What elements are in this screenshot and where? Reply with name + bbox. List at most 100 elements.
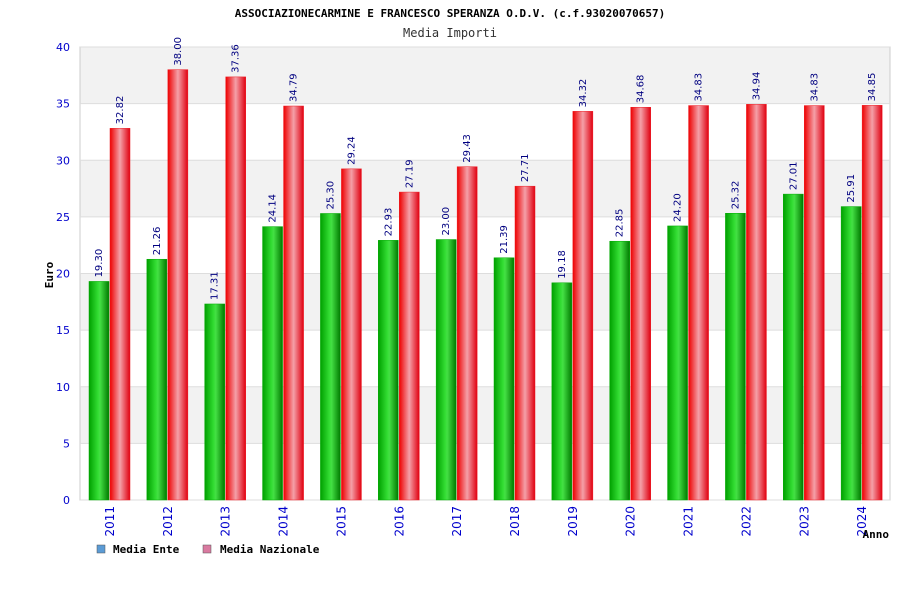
plot-band <box>80 330 890 387</box>
bar-media-ente <box>840 206 862 501</box>
x-tick-label: 2023 <box>797 506 811 537</box>
value-label-media-ente: 19.18 <box>557 250 568 279</box>
value-label-media-nazionale: 27.19 <box>404 159 415 188</box>
value-label-media-ente: 25.32 <box>730 181 741 210</box>
value-label-media-ente: 17.31 <box>210 271 221 300</box>
x-tick-label: 2015 <box>334 506 348 537</box>
value-label-media-nazionale: 32.82 <box>115 96 126 125</box>
chart-title: ASSOCIAZIONECARMINE E FRANCESCO SPERANZA… <box>235 7 665 20</box>
x-tick-label: 2021 <box>682 506 696 537</box>
y-tick-label: 5 <box>63 437 70 450</box>
x-tick-label: 2014 <box>277 506 291 537</box>
plot-band <box>80 160 890 217</box>
plot-band <box>80 47 890 104</box>
bar-media-ente <box>88 281 110 501</box>
bar-media-ente <box>783 193 804 501</box>
x-tick-label: 2024 <box>855 506 869 537</box>
value-label-media-ente: 22.93 <box>383 208 394 237</box>
legend: Media Ente Media Nazionale <box>96 543 320 556</box>
bar-media-ente <box>204 303 225 501</box>
value-label-media-nazionale: 34.83 <box>809 73 820 102</box>
value-label-media-nazionale: 38.00 <box>173 37 184 66</box>
x-tick-label: 2017 <box>450 506 464 537</box>
chart-subtitle: Media Importi <box>403 26 497 40</box>
legend-swatch-media-ente <box>96 544 106 554</box>
value-label-media-ente: 27.01 <box>788 161 799 190</box>
y-tick-label: 25 <box>56 211 70 224</box>
bar-media-nazionale <box>167 69 189 501</box>
value-label-media-nazionale: 34.85 <box>867 73 878 102</box>
y-axis-label: Euro <box>43 261 56 288</box>
x-tick-label: 2013 <box>219 506 233 537</box>
bar-media-nazionale <box>225 76 246 501</box>
bar-media-nazionale <box>804 105 825 501</box>
x-axis-label: Anno <box>863 528 890 541</box>
plot-band <box>80 273 890 331</box>
x-tick-label: 2016 <box>392 506 406 537</box>
value-label-media-ente: 22.85 <box>615 209 626 238</box>
bar-media-ente <box>146 258 168 501</box>
value-labels: 19.30 32.82 21.26 38.00 17.31 37.36 24.14 34.79… <box>94 37 878 300</box>
x-tick-label: 2011 <box>103 506 117 537</box>
bar-media-ente <box>320 213 341 501</box>
value-label-media-nazionale: 34.32 <box>578 79 589 108</box>
y-tick-label: 20 <box>56 268 70 281</box>
value-label-media-ente: 25.30 <box>325 181 336 210</box>
legend-swatch-media-nazionale <box>202 544 212 554</box>
plot-band <box>80 216 890 274</box>
bar-media-nazionale <box>688 105 709 501</box>
plot-band <box>80 103 890 161</box>
value-label-media-nazionale: 37.36 <box>231 44 242 73</box>
y-tick-label: 10 <box>56 381 70 394</box>
bar-media-ente <box>262 226 283 501</box>
x-tick-label: 2020 <box>624 506 638 537</box>
bar-media-ente <box>435 239 457 501</box>
value-label-media-ente: 21.26 <box>152 227 163 256</box>
bar-media-nazionale <box>572 111 594 501</box>
plot-band <box>80 443 890 500</box>
bar-media-ente <box>551 282 573 501</box>
bar-media-nazionale <box>341 168 362 501</box>
value-label-media-nazionale: 27.71 <box>520 154 531 183</box>
bar-media-ente <box>725 213 746 501</box>
value-label-media-ente: 23.00 <box>441 207 452 236</box>
bar-media-nazionale <box>861 105 883 501</box>
bar-media-ente <box>609 240 630 501</box>
y-tick-label: 40 <box>56 41 70 54</box>
bar-media-nazionale <box>109 128 131 501</box>
x-tick-label: 2022 <box>739 506 753 537</box>
x-axis-ticks: 2011 2012 2013 2014 2015 2016 2017 2018 2019 2020… <box>103 506 869 537</box>
bar-media-nazionale <box>283 105 304 501</box>
x-tick-label: 2012 <box>161 506 175 537</box>
x-tick-label: 2019 <box>566 506 580 537</box>
value-label-media-nazionale: 34.83 <box>694 73 705 102</box>
value-label-media-ente: 21.39 <box>499 225 510 254</box>
bar-media-nazionale <box>456 166 478 501</box>
value-label-media-ente: 24.20 <box>673 193 684 222</box>
y-axis-ticks: 0 5 10 15 20 25 30 35 40 <box>56 41 70 507</box>
value-label-media-ente: 25.91 <box>846 174 857 203</box>
value-label-media-ente: 19.30 <box>94 249 105 278</box>
value-label-media-nazionale: 34.68 <box>636 75 647 104</box>
bar-media-ente <box>667 225 688 501</box>
bar-media-nazionale <box>514 185 536 501</box>
value-label-media-nazionale: 34.79 <box>289 73 300 102</box>
bar-media-ente <box>493 257 515 501</box>
legend-label-media-ente: Media Ente <box>113 543 180 556</box>
y-tick-label: 15 <box>56 324 70 337</box>
value-label-media-nazionale: 29.43 <box>462 134 473 163</box>
bar-media-nazionale <box>630 106 651 501</box>
bars <box>88 69 883 501</box>
legend-label-media-nazionale: Media Nazionale <box>220 543 320 556</box>
y-tick-label: 30 <box>56 154 70 167</box>
plot-band <box>80 386 890 444</box>
value-label-media-nazionale: 29.24 <box>346 136 357 165</box>
value-label-media-ente: 24.14 <box>268 194 279 223</box>
y-tick-label: 0 <box>63 494 70 507</box>
bar-media-ente <box>378 240 399 501</box>
bar-media-nazionale <box>399 191 420 501</box>
value-label-media-nazionale: 34.94 <box>751 72 762 101</box>
x-tick-label: 2018 <box>508 506 522 537</box>
y-tick-label: 35 <box>56 98 70 111</box>
